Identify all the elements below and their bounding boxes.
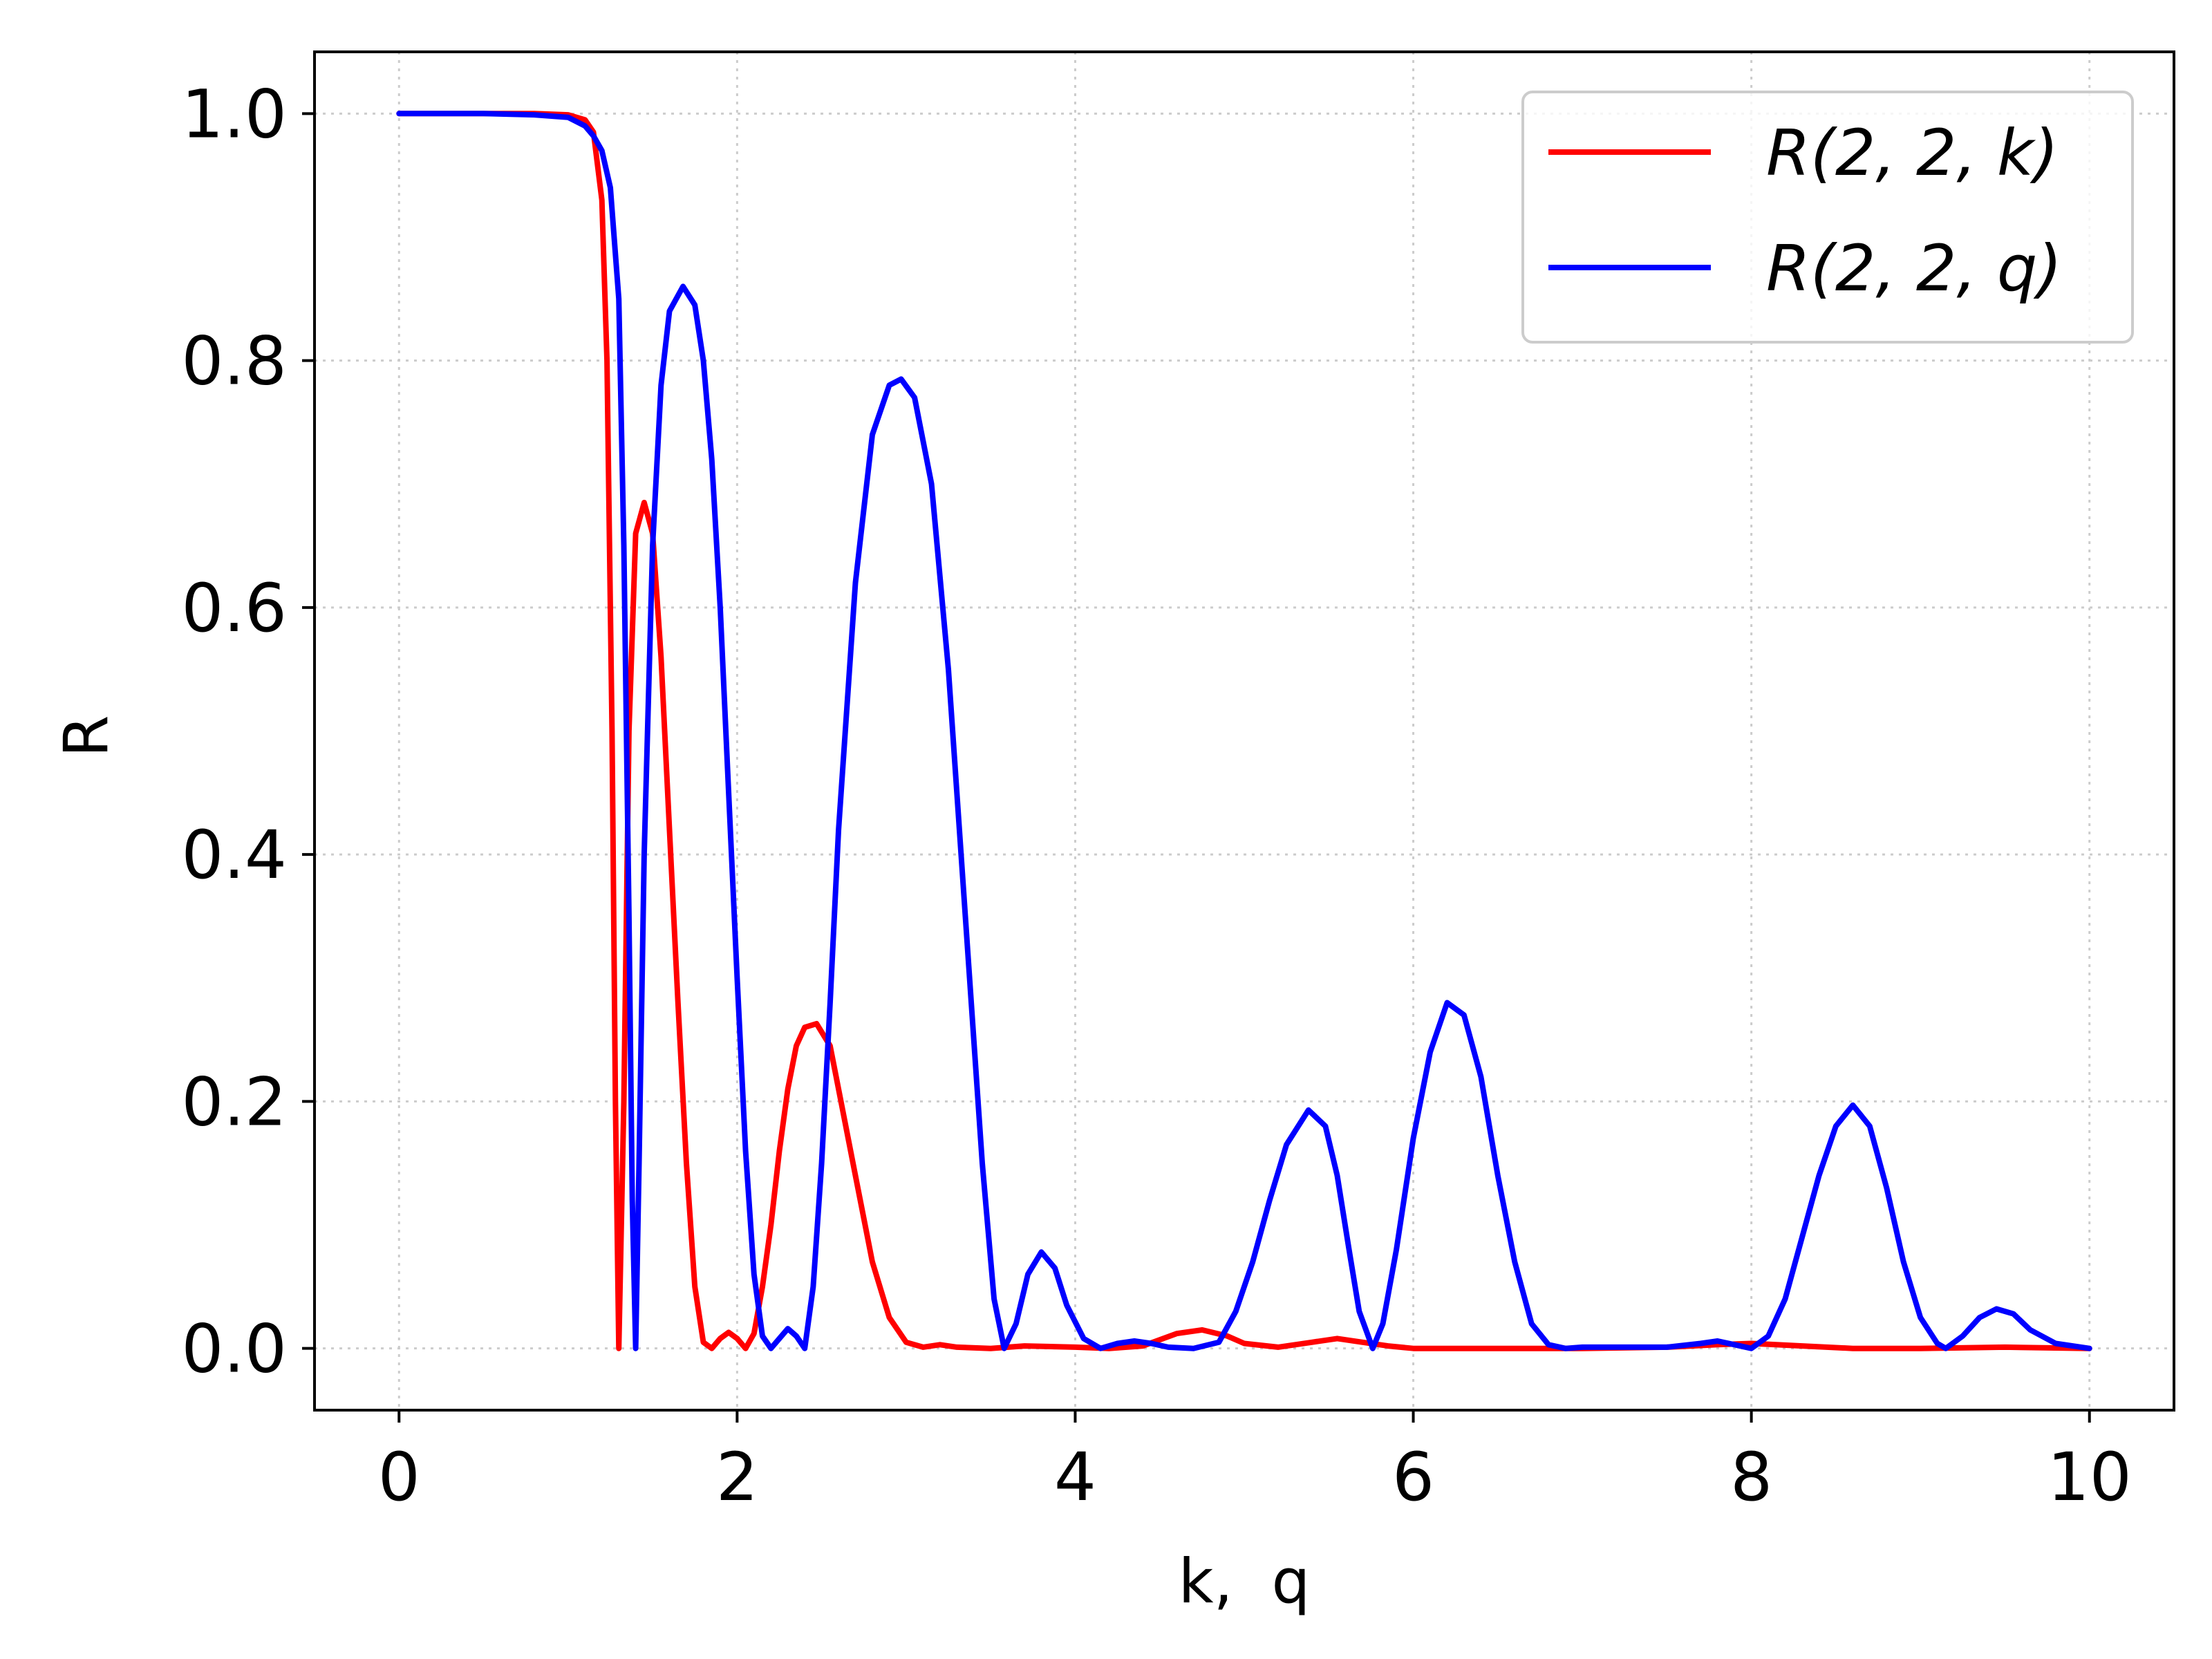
series-line-0 <box>396 111 2092 1351</box>
y-tick-label: 0.0 <box>181 1311 287 1388</box>
legend-label-k: R(2, 2, k) <box>1766 116 2059 190</box>
x-axis-label: k, q <box>1179 1546 1311 1617</box>
x-tick-label: 4 <box>1054 1438 1096 1516</box>
legend-label-q: R(2, 2, q) <box>1766 232 2062 306</box>
y-tick-label: 0.6 <box>181 570 287 647</box>
x-axis-ticks: 0 2 4 6 8 10 <box>378 1410 2132 1516</box>
x-tick-label: 6 <box>1392 1438 1434 1516</box>
y-axis-ticks: 0.0 0.2 0.4 0.6 0.8 1.0 <box>181 75 315 1388</box>
x-tick-label: 10 <box>2047 1438 2132 1516</box>
legend: R(2, 2, k) R(2, 2, q) <box>1521 91 2134 344</box>
y-tick-label: 0.8 <box>181 323 287 400</box>
y-axis-label: R <box>50 715 122 757</box>
series-line-1 <box>396 111 2092 1351</box>
plot-frame <box>313 50 2175 1412</box>
y-tick-label: 0.4 <box>181 816 287 894</box>
plot-series <box>396 111 2092 1351</box>
x-tick-label: 0 <box>378 1438 420 1516</box>
y-tick-label: 1.0 <box>181 75 287 153</box>
x-tick-label: 8 <box>1730 1438 1772 1516</box>
y-tick-label: 0.2 <box>181 1063 287 1141</box>
x-tick-label: 2 <box>716 1438 758 1516</box>
